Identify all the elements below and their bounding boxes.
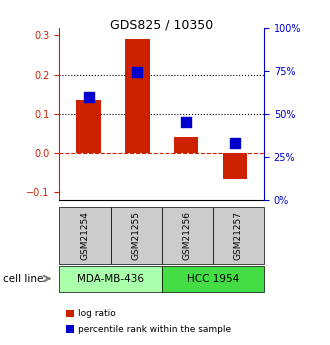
Text: GSM21257: GSM21257 bbox=[234, 211, 243, 260]
Text: MDA-MB-436: MDA-MB-436 bbox=[77, 274, 144, 284]
Bar bbox=[77, 100, 101, 153]
Text: log ratio: log ratio bbox=[78, 309, 115, 318]
Bar bbox=[223, 153, 247, 179]
Point bbox=[86, 94, 91, 99]
Text: percentile rank within the sample: percentile rank within the sample bbox=[78, 325, 231, 334]
Text: GSM21254: GSM21254 bbox=[81, 211, 89, 260]
Text: GSM21255: GSM21255 bbox=[132, 211, 141, 260]
Point bbox=[135, 70, 140, 75]
Bar bbox=[125, 39, 149, 153]
Text: GSM21256: GSM21256 bbox=[183, 211, 192, 260]
Text: HCC 1954: HCC 1954 bbox=[187, 274, 239, 284]
Point bbox=[183, 120, 189, 125]
Text: cell line: cell line bbox=[3, 274, 44, 284]
Bar bbox=[174, 137, 198, 153]
Text: GDS825 / 10350: GDS825 / 10350 bbox=[110, 19, 213, 32]
Point bbox=[232, 140, 237, 146]
